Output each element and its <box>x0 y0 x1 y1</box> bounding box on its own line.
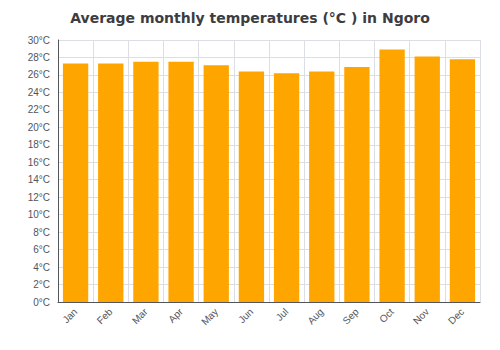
svg-text:Average monthly temperatures (: Average monthly temperatures (°C ) in Ng… <box>70 10 430 26</box>
svg-text:Oct: Oct <box>377 306 396 325</box>
svg-text:Apr: Apr <box>166 306 185 325</box>
svg-text:6°C: 6°C <box>33 244 50 255</box>
svg-text:Nov: Nov <box>411 306 431 326</box>
svg-text:12°C: 12°C <box>28 192 50 203</box>
svg-text:22°C: 22°C <box>28 104 50 115</box>
svg-text:Jun: Jun <box>236 306 255 325</box>
svg-text:Dec: Dec <box>446 306 466 326</box>
svg-text:20°C: 20°C <box>28 122 50 133</box>
svg-text:26°C: 26°C <box>28 69 50 80</box>
svg-text:8°C: 8°C <box>33 227 50 238</box>
svg-text:Jan: Jan <box>60 306 79 325</box>
svg-text:0°C: 0°C <box>33 297 50 308</box>
svg-text:May: May <box>199 306 220 327</box>
svg-text:Aug: Aug <box>305 306 325 326</box>
svg-text:Mar: Mar <box>130 306 150 326</box>
svg-text:18°C: 18°C <box>28 139 50 150</box>
svg-text:Jul: Jul <box>274 306 291 323</box>
svg-text:14°C: 14°C <box>28 174 50 185</box>
svg-text:16°C: 16°C <box>28 157 50 168</box>
svg-text:2°C: 2°C <box>33 279 50 290</box>
svg-text:Feb: Feb <box>95 306 115 326</box>
svg-text:28°C: 28°C <box>28 52 50 63</box>
svg-text:10°C: 10°C <box>28 209 50 220</box>
svg-text:30°C: 30°C <box>28 35 50 46</box>
svg-text:Sep: Sep <box>340 306 361 327</box>
svg-text:24°C: 24°C <box>28 87 50 98</box>
svg-text:4°C: 4°C <box>33 262 50 273</box>
